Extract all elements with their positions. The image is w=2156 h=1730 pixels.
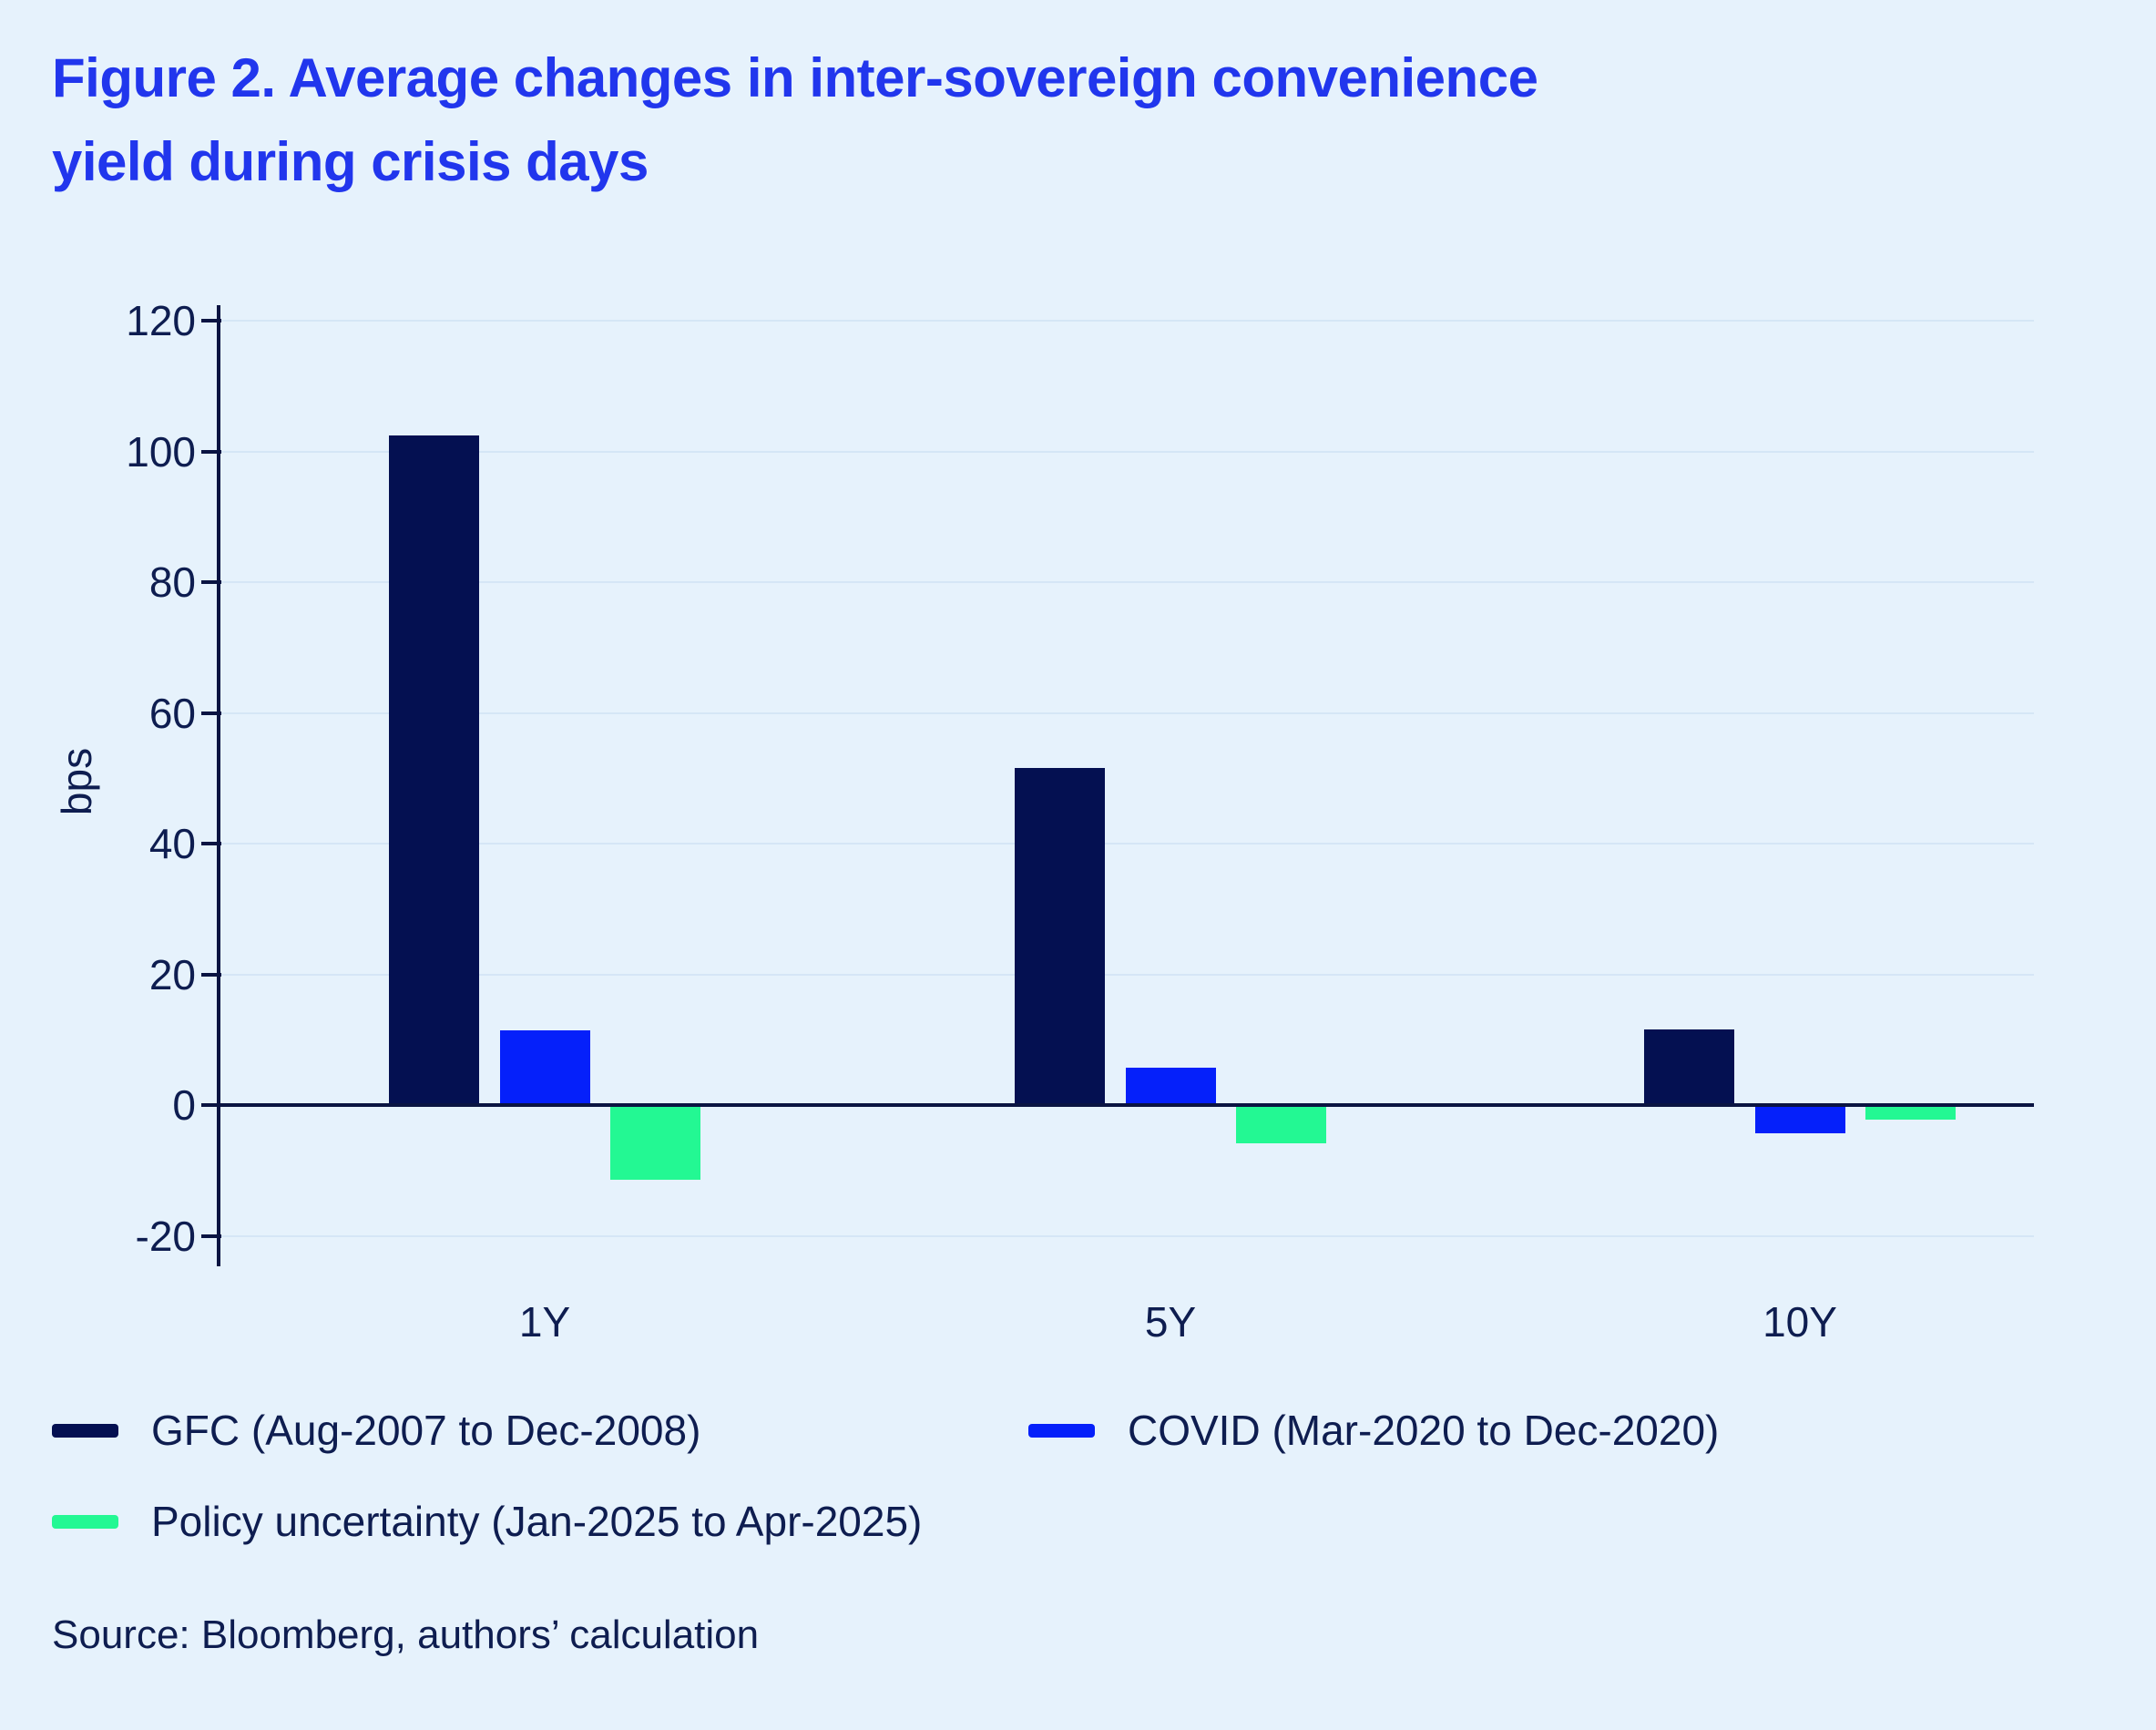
legend-item-gfc: GFC (Aug-2007 to Dec-2008) bbox=[52, 1407, 701, 1454]
y-tick-mark--20 bbox=[201, 1234, 221, 1238]
bar-5y-covid bbox=[1125, 1068, 1216, 1105]
legend-swatch-gfc bbox=[52, 1423, 118, 1438]
legend-swatch-policy-uncertainty bbox=[52, 1514, 118, 1529]
bar-10y-covid bbox=[1754, 1105, 1845, 1133]
y-tick-label-40: 40 bbox=[148, 820, 196, 867]
y-tick-mark-20 bbox=[201, 972, 221, 977]
y-tick-label-60: 60 bbox=[148, 689, 196, 737]
y-tick-mark-0 bbox=[201, 1103, 221, 1107]
bar-10y-policy bbox=[1865, 1105, 1956, 1120]
y-tick-mark-80 bbox=[201, 580, 221, 584]
bar-1y-gfc bbox=[389, 435, 479, 1105]
y-tick-label--20: -20 bbox=[135, 1212, 196, 1260]
y-tick-mark-40 bbox=[201, 842, 221, 845]
gridline-y-60 bbox=[221, 711, 2034, 714]
y-tick-label-80: 80 bbox=[148, 558, 196, 606]
y-tick-mark-60 bbox=[201, 711, 221, 715]
bar-5y-gfc bbox=[1015, 768, 1105, 1105]
legend-swatch-covid bbox=[1028, 1423, 1095, 1438]
x-tick-label-5y: 5Y bbox=[1144, 1298, 1197, 1346]
figure-title: Figure 2. Average changes in inter-sover… bbox=[52, 36, 1691, 204]
y-axis-spine bbox=[217, 305, 220, 1266]
y-tick-label-120: 120 bbox=[126, 297, 196, 344]
legend-item-policy-uncertainty: Policy uncertainty (Jan-2025 to Apr-2025… bbox=[52, 1498, 923, 1545]
legend-label-gfc: GFC (Aug-2007 to Dec-2008) bbox=[151, 1407, 701, 1454]
legend-label-covid: COVID (Mar-2020 to Dec-2020) bbox=[1128, 1407, 1720, 1454]
legend-item-covid: COVID (Mar-2020 to Dec-2020) bbox=[1028, 1407, 1720, 1454]
x-tick-label-10y: 10Y bbox=[1763, 1298, 1837, 1346]
y-axis-label: bps bbox=[53, 747, 100, 816]
y-tick-mark-120 bbox=[201, 319, 221, 322]
y-tick-label-20: 20 bbox=[148, 950, 196, 998]
figure-title-line-2: yield during crisis days bbox=[52, 130, 649, 192]
gridline-y-20 bbox=[221, 973, 2034, 976]
figure-title-line-1: Figure 2. Average changes in inter-sover… bbox=[52, 47, 1538, 108]
gridline-y-80 bbox=[221, 581, 2034, 583]
x-tick-label-1y: 1Y bbox=[518, 1298, 571, 1346]
source-note: Source: Bloomberg, authors’ calculation bbox=[52, 1612, 760, 1657]
bar-5y-policy bbox=[1236, 1105, 1326, 1143]
gridline-y-120 bbox=[221, 320, 2034, 322]
legend-label-policy-uncertainty: Policy uncertainty (Jan-2025 to Apr-2025… bbox=[151, 1498, 923, 1545]
gridline-y--20 bbox=[221, 1234, 2034, 1237]
zero-baseline bbox=[217, 1103, 2034, 1107]
y-tick-label-0: 0 bbox=[172, 1081, 196, 1129]
bar-1y-covid bbox=[499, 1030, 590, 1105]
y-tick-label-100: 100 bbox=[126, 427, 196, 476]
bar-10y-gfc bbox=[1644, 1029, 1734, 1105]
gridline-y-100 bbox=[221, 450, 2034, 453]
y-tick-mark-100 bbox=[201, 449, 221, 454]
bar-1y-policy bbox=[610, 1105, 700, 1180]
gridline-y-40 bbox=[221, 843, 2034, 845]
